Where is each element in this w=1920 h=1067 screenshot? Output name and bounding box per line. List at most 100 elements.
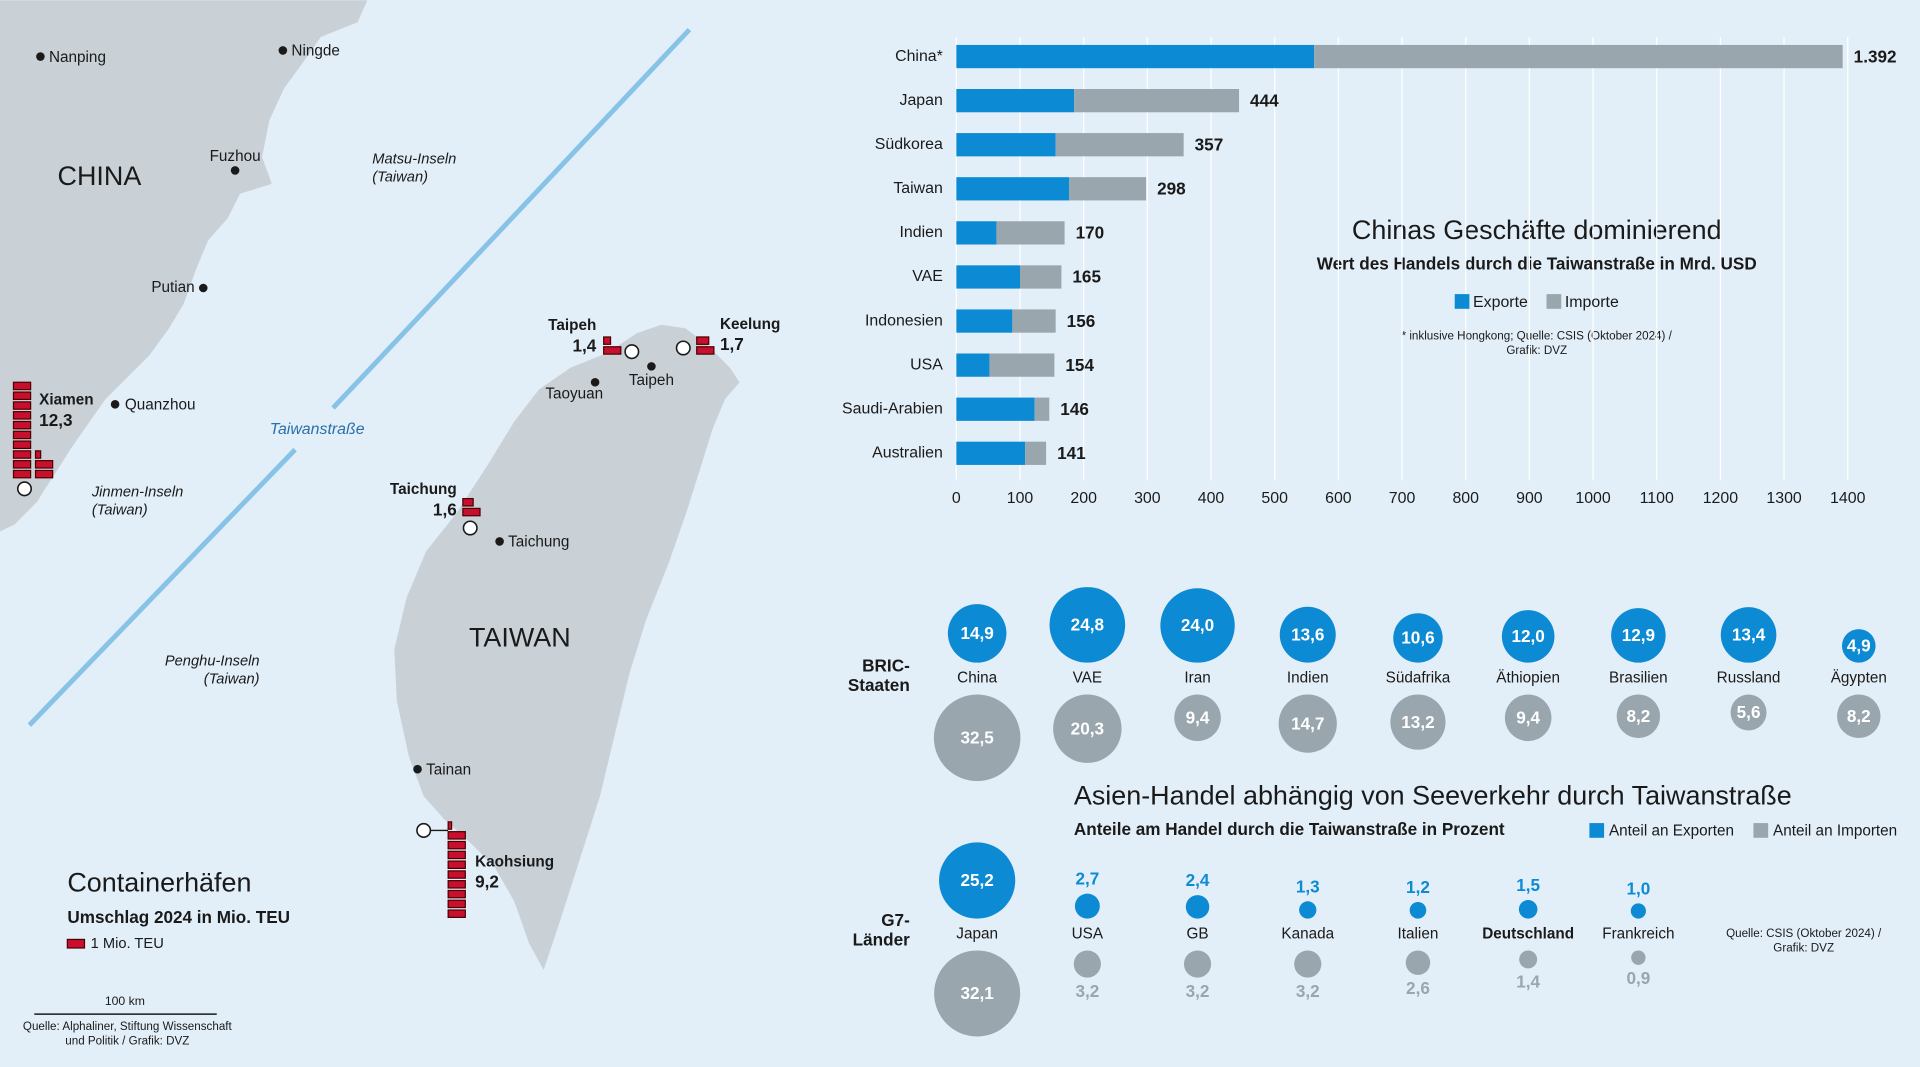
taiwan-land bbox=[394, 324, 740, 971]
bubble bbox=[1518, 900, 1538, 919]
city-dot bbox=[495, 537, 504, 546]
strait-label: Taiwanstraße bbox=[270, 421, 365, 438]
category-label: Indien bbox=[1287, 670, 1329, 687]
bubble bbox=[1519, 950, 1538, 969]
bar-note: * inklusive Hongkong; Quelle: CSIS (Okto… bbox=[1401, 329, 1672, 358]
y-tick-label: Südkorea bbox=[875, 136, 943, 153]
city-label: Quanzhou bbox=[125, 397, 196, 414]
teu-block bbox=[12, 440, 32, 450]
city-label: Taoyuan bbox=[545, 386, 603, 403]
bar-segment bbox=[1012, 309, 1056, 333]
legend-block bbox=[66, 938, 86, 949]
bubble bbox=[1631, 950, 1646, 965]
y-tick-label: VAE bbox=[912, 268, 943, 285]
x-tick-label: 500 bbox=[1261, 490, 1288, 507]
port-marker bbox=[416, 822, 432, 838]
category-label: USA bbox=[1072, 926, 1104, 943]
teu-block bbox=[696, 336, 710, 345]
port-marker bbox=[675, 340, 691, 356]
value-label: 14,7 bbox=[1291, 713, 1324, 733]
teu-block bbox=[696, 346, 715, 355]
port-name: Kaohsiung bbox=[475, 853, 554, 870]
bubble bbox=[1841, 629, 1876, 663]
total-label: 154 bbox=[1065, 355, 1094, 375]
category-label: Japan bbox=[956, 926, 998, 943]
teu-block bbox=[12, 460, 32, 469]
x-tick-label: 1200 bbox=[1703, 490, 1739, 507]
value-label: 13,6 bbox=[1291, 624, 1324, 644]
teu-block bbox=[12, 430, 32, 440]
category-label: Russland bbox=[1717, 670, 1781, 687]
value-label: 12,9 bbox=[1622, 625, 1655, 645]
bar-segment bbox=[956, 44, 1315, 69]
bar-segment bbox=[956, 353, 990, 377]
x-tick-label: 400 bbox=[1198, 490, 1225, 507]
value-label: 4,9 bbox=[1847, 636, 1871, 656]
x-tick-label: 800 bbox=[1452, 490, 1479, 507]
bar-note-box: * inklusive Hongkong; Quelle: CSIS (Okto… bbox=[1401, 329, 1672, 358]
bar-segment bbox=[1074, 89, 1240, 113]
bubble bbox=[947, 604, 1007, 663]
teu-block bbox=[34, 469, 54, 479]
teu-block bbox=[447, 821, 453, 830]
value-label: 8,2 bbox=[1626, 706, 1650, 726]
teu-block bbox=[12, 391, 32, 401]
island-note: (Taiwan) bbox=[204, 672, 260, 688]
bar-segment bbox=[989, 353, 1055, 377]
legend-label: 1 Mio. TEU bbox=[91, 936, 164, 952]
port-value: 9,2 bbox=[475, 872, 499, 892]
teu-block bbox=[447, 889, 466, 899]
value-label: 32,5 bbox=[960, 728, 994, 748]
port-name: Xiamen bbox=[39, 392, 93, 409]
bar-segment bbox=[1055, 133, 1184, 157]
port-name: Taipeh bbox=[548, 317, 596, 334]
category-label: Südafrika bbox=[1386, 670, 1451, 687]
category-label: Frankreich bbox=[1602, 926, 1674, 943]
port-value: 1,4 bbox=[573, 335, 597, 355]
group-label-box: BRIC-Staaten bbox=[847, 655, 910, 695]
bar-segment bbox=[956, 133, 1056, 157]
value-label: 1,5 bbox=[1516, 875, 1540, 895]
port-marker bbox=[462, 520, 478, 536]
port-name: Taichung bbox=[390, 481, 457, 498]
bubble-subtitle: Anteile am Handel durch die Taiwanstraße… bbox=[1074, 819, 1505, 839]
group-label: BRIC-Staaten bbox=[847, 655, 910, 695]
x-tick-label: 700 bbox=[1389, 490, 1416, 507]
bubble bbox=[1611, 608, 1666, 663]
legend-label: Anteil an Importen bbox=[1773, 823, 1897, 840]
value-label: 1,2 bbox=[1406, 877, 1430, 897]
bubble bbox=[1278, 694, 1337, 753]
legend-label: Anteil an Exporten bbox=[1609, 823, 1734, 840]
teu-block bbox=[603, 336, 612, 345]
bubble bbox=[1185, 895, 1210, 919]
bubble bbox=[1174, 694, 1221, 742]
bubble bbox=[1393, 613, 1443, 663]
bubble bbox=[1183, 950, 1212, 978]
bar-segment bbox=[1034, 397, 1050, 421]
total-label: 165 bbox=[1072, 267, 1101, 287]
city-dot bbox=[590, 377, 600, 387]
legend-swatch bbox=[1454, 294, 1470, 309]
map-source-box: Quelle: Alphaliner, Stiftung Wissenschaf… bbox=[23, 1020, 232, 1048]
x-tick-label: 1000 bbox=[1575, 490, 1611, 507]
country-label: CHINA bbox=[58, 161, 142, 191]
bar-segment bbox=[956, 89, 1075, 113]
y-tick-label: China* bbox=[895, 48, 943, 65]
bar-segment bbox=[956, 397, 1035, 421]
value-label: 2,7 bbox=[1075, 869, 1099, 889]
teu-block bbox=[12, 381, 32, 391]
total-label: 357 bbox=[1195, 134, 1224, 154]
teu-block bbox=[34, 450, 42, 459]
teu-block bbox=[12, 450, 32, 459]
city-label: Tainan bbox=[426, 761, 471, 778]
x-tick-label: 1300 bbox=[1766, 490, 1802, 507]
bubble bbox=[1049, 587, 1126, 663]
category-label: China bbox=[957, 670, 997, 687]
category-label: Kanada bbox=[1281, 926, 1334, 943]
bubble bbox=[1616, 694, 1661, 738]
city-dot bbox=[413, 764, 422, 774]
bubble bbox=[1279, 606, 1336, 663]
y-tick-label: Taiwan bbox=[893, 180, 943, 197]
group-label-box: G7-Länder bbox=[853, 910, 910, 949]
